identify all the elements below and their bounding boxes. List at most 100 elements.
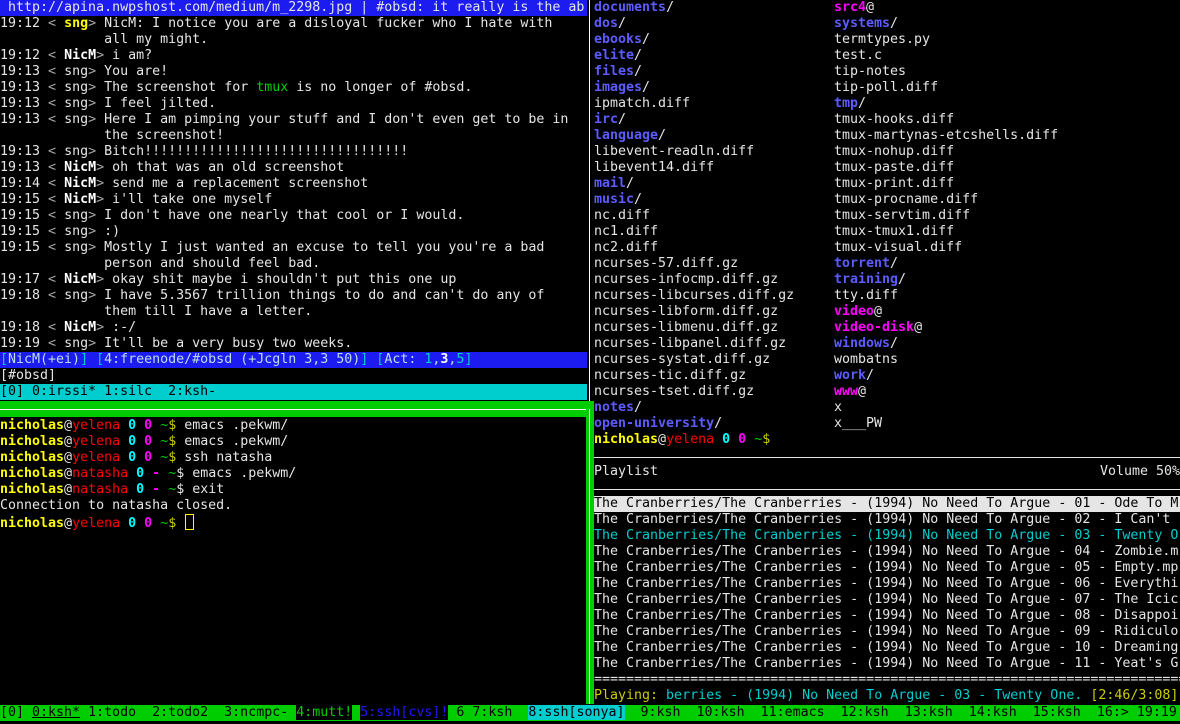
text-segment: NicM — [64, 176, 97, 191]
file-type-suffix: / — [618, 112, 627, 127]
text-segment: < — [48, 240, 65, 255]
file-entry: mail/ — [594, 176, 1180, 192]
window-tab[interactable]: 0:ksh* — [32, 705, 81, 720]
irc-message-list: 19:12 < sng> NicM: I notice you are a di… — [0, 16, 587, 352]
file-type-suffix: / — [634, 400, 643, 415]
playlist-track[interactable]: The Cranberries/The Cranberries - (1994)… — [594, 608, 1179, 623]
text-segment: emacs .pekwm/ — [176, 418, 289, 433]
file-name: elite — [594, 48, 635, 63]
text-segment: 0 — [128, 450, 137, 465]
file-entry: ncurses-tset.diff.gz — [594, 384, 1180, 400]
text-segment: > — [88, 16, 105, 31]
file-entry: ncurses-libform.diff.gz — [594, 304, 1180, 320]
text-segment: NicM — [64, 160, 97, 175]
playlist-track[interactable]: The Cranberries/The Cranberries - (1994)… — [594, 656, 1179, 671]
text-segment: ~ — [160, 516, 169, 530]
pane-divider-vertical[interactable] — [589, 0, 590, 401]
file-entry: nc.diff — [594, 208, 1180, 224]
text-segment: sng — [64, 240, 89, 255]
window-tab[interactable]: 5:ssh[cvs]! — [360, 705, 449, 720]
window-tab[interactable]: 9:ksh 10:ksh 11:emacs 12:ksh 13:ksh 14:k… — [624, 705, 1177, 720]
window-tab[interactable]: 8:ssh[sonya] — [528, 705, 625, 720]
shell-prompt[interactable]: nicholas@yelena 0 0 ~$ — [594, 432, 1180, 448]
irc-input-line[interactable]: [#obsd] — [0, 368, 57, 383]
ncmpc-pane[interactable]: Playlist Volume 50% The Cranberries/The C… — [594, 464, 1180, 704]
irc-message: 19:13 < sng> You are! — [0, 64, 587, 80]
irssi-pane[interactable]: http://apina.nwpshost.com/medium/m_2298.… — [0, 0, 587, 400]
text-segment: > — [88, 224, 105, 239]
file-name: irc — [594, 112, 619, 127]
playlist-track[interactable]: The Cranberries/The Cranberries - (1994)… — [594, 544, 1179, 559]
file-name: ncurses-libform.diff.gz — [594, 304, 779, 319]
file-name: files — [594, 64, 635, 79]
window-tab[interactable]: [0] — [0, 705, 33, 720]
text-segment: :) — [104, 224, 121, 239]
active-pane-border-horizontal[interactable] — [0, 401, 594, 417]
text-segment: is no longer of #obsd. — [288, 80, 473, 95]
text-segment: $ — [168, 450, 177, 465]
window-tab[interactable] — [352, 705, 361, 720]
file-name: systems — [834, 16, 891, 31]
file-entry: x — [834, 400, 1058, 416]
text-segment: $ — [168, 434, 177, 449]
file-entry: src4@ — [834, 0, 1058, 16]
playlist-track[interactable]: The Cranberries/The Cranberries - (1994)… — [594, 576, 1179, 591]
playlist-track[interactable]: The Cranberries/The Cranberries - (1994)… — [594, 624, 1179, 639]
text-segment: ~ — [160, 450, 169, 465]
text-segment: @ — [64, 466, 73, 481]
playlist-track[interactable]: The Cranberries/The Cranberries - (1994)… — [594, 512, 1171, 527]
file-entry: tip-notes — [834, 64, 1058, 80]
text-segment — [128, 466, 136, 481]
shell-pane[interactable]: nicholas@yelena 0 0 ~$ emacs .pekwm/nich… — [0, 418, 586, 704]
text-segment: NicM: I notice you are a disloyal fucker… — [104, 16, 553, 31]
playlist-track[interactable]: The Cranberries/The Cranberries - (1994)… — [594, 592, 1179, 607]
text-segment: sng — [64, 208, 89, 223]
irc-message: 19:13 < sng> Bitch!!!!!!!!!!!!!!!!!!!!!!… — [0, 144, 587, 160]
text-segment: 0 — [128, 418, 137, 433]
irc-message: them till I have a letter. — [0, 304, 587, 320]
ncmpc-header: Playlist Volume 50% — [594, 464, 1180, 480]
border-line — [589, 409, 590, 704]
window-tab[interactable]: 1:todo 2:todo2 3:ncmpc- — [80, 705, 297, 720]
file-type-suffix: / — [634, 48, 643, 63]
text-segment: sng — [64, 224, 89, 239]
file-entry: video-disk@ — [834, 320, 1058, 336]
text-segment: i'll take one myself — [112, 192, 273, 207]
playlist-track[interactable]: The Cranberries/The Cranberries - (1994)… — [594, 496, 1180, 512]
text-segment: ] — [464, 352, 473, 367]
text-segment: nicholas — [594, 432, 659, 447]
text-segment — [714, 432, 722, 447]
text-segment: < — [48, 288, 65, 303]
file-type-suffix: / — [890, 336, 899, 351]
playlist-track[interactable]: The Cranberries/The Cranberries - (1994)… — [594, 560, 1179, 575]
text-segment: i am? — [112, 48, 153, 63]
file-type-suffix: / — [642, 80, 651, 95]
text-segment: the screenshot! — [0, 128, 225, 143]
active-pane-border-vertical[interactable] — [586, 401, 594, 704]
file-name: work — [834, 368, 867, 383]
file-name: tmux-procname.diff — [834, 192, 979, 207]
file-entry: tmux-hooks.diff — [834, 112, 1058, 128]
file-entry: www@ — [834, 384, 1058, 400]
text-segment: It'll be a very busy two weeks. — [104, 336, 353, 351]
irc-message: 19:15 < sng> :) — [0, 224, 587, 240]
text-segment: - — [152, 482, 161, 497]
text-segment: < — [48, 48, 65, 63]
file-name: mail — [594, 176, 627, 191]
window-tab[interactable]: 6 7:ksh — [448, 705, 529, 720]
irc-message: all my might. — [0, 32, 587, 48]
file-listing-pane[interactable]: documents/dos/ebooks/elite/files/images/… — [594, 0, 1180, 448]
text-segment: 1 — [424, 352, 433, 367]
playlist-track[interactable]: The Cranberries/The Cranberries - (1994)… — [594, 640, 1179, 655]
playlist-track[interactable]: The Cranberries/The Cranberries - (1994)… — [594, 528, 1179, 543]
text-segment — [120, 434, 128, 449]
file-type-suffix: / — [642, 32, 651, 47]
text-segment: Connection to natasha closed. — [0, 498, 233, 513]
file-entry: tmux-print.diff — [834, 176, 1058, 192]
text-segment — [730, 432, 738, 447]
window-tab[interactable]: 4:mutt! — [296, 705, 353, 720]
file-type-suffix: @ — [866, 0, 875, 15]
text-segment: 5 — [456, 352, 465, 367]
irc-message: 19:12 < NicM> i am? — [0, 48, 587, 64]
text-segment — [176, 516, 184, 530]
